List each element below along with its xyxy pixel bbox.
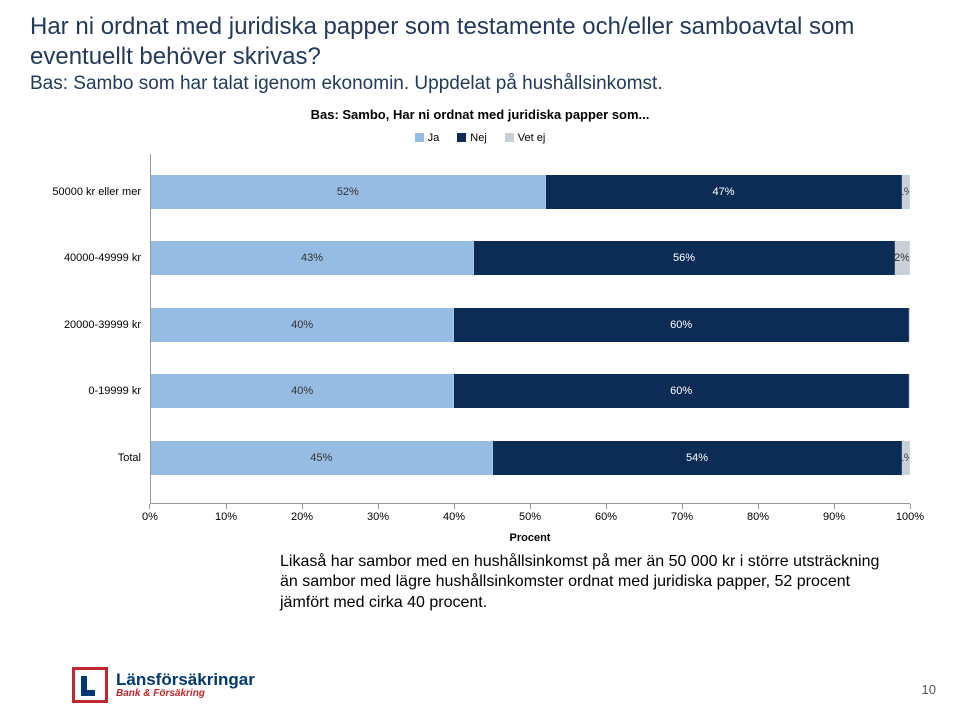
bar-segment: 60% bbox=[454, 308, 909, 342]
x-tick-label: 80% bbox=[747, 511, 769, 523]
chart-row: Total45%54%1% bbox=[151, 441, 910, 475]
page-number: 10 bbox=[922, 682, 936, 697]
legend-item: Ja bbox=[415, 132, 440, 144]
brand-logo: Länsförsäkringar Bank & Försäkring bbox=[72, 667, 255, 703]
legend-label: Nej bbox=[470, 132, 487, 144]
chart-plot: 50000 kr eller mer52%47%1% 40000-49999 kr… bbox=[150, 154, 910, 504]
logo-sub-text: Bank & Försäkring bbox=[116, 689, 255, 700]
x-tick: 20% bbox=[291, 504, 313, 523]
legend-item: Vet ej bbox=[505, 132, 546, 144]
x-tick: 40% bbox=[443, 504, 465, 523]
category-label: 50000 kr eller mer bbox=[36, 175, 146, 209]
bar-segment: 56% bbox=[474, 241, 895, 275]
chart-row: 50000 kr eller mer52%47%1% bbox=[151, 175, 910, 209]
legend-label: Vet ej bbox=[518, 132, 546, 144]
x-tick-label: 30% bbox=[367, 511, 389, 523]
x-tick-label: 10% bbox=[215, 511, 237, 523]
x-tick-label: 50% bbox=[519, 511, 541, 523]
x-tick: 60% bbox=[595, 504, 617, 523]
category-label: 0-19999 kr bbox=[36, 374, 146, 408]
chart-row: 0-19999 kr40%60%0% bbox=[151, 374, 910, 408]
bar-segment: 54% bbox=[493, 441, 903, 475]
chart-heading: Bas: Sambo, Har ni ordnat med juridiska … bbox=[0, 107, 960, 122]
x-tick: 0% bbox=[142, 504, 158, 523]
x-tick-label: 90% bbox=[823, 511, 845, 523]
category-label: 20000-39999 kr bbox=[36, 308, 146, 342]
x-tick: 90% bbox=[823, 504, 845, 523]
logo-main-text: Länsförsäkringar bbox=[116, 671, 255, 689]
x-tick: 50% bbox=[519, 504, 541, 523]
chart-caption: Likaså har sambor med en hushållsinkomst… bbox=[280, 552, 900, 614]
bar-segment: 47% bbox=[546, 175, 903, 209]
x-tick-label: 0% bbox=[142, 511, 158, 523]
bar-segment: 0% bbox=[909, 374, 910, 408]
x-tick-label: 40% bbox=[443, 511, 465, 523]
logo-icon bbox=[72, 667, 108, 703]
bar-segment: 1% bbox=[902, 175, 910, 209]
bar-segment: 0% bbox=[909, 308, 910, 342]
bar-segment: 2% bbox=[895, 241, 910, 275]
logo-text: Länsförsäkringar Bank & Försäkring bbox=[116, 671, 255, 699]
category-label: 40000-49999 kr bbox=[36, 241, 146, 275]
x-axis-title: Procent bbox=[150, 532, 910, 544]
chart-row: 20000-39999 kr40%60%0% bbox=[151, 308, 910, 342]
chart-x-axis: Procent 0%10%20%30%40%50%60%70%80%90%100… bbox=[150, 504, 910, 544]
page-subtitle: Bas: Sambo som har talat igenom ekonomin… bbox=[0, 72, 960, 103]
x-tick: 10% bbox=[215, 504, 237, 523]
x-tick-label: 20% bbox=[291, 511, 313, 523]
chart-area: 50000 kr eller mer52%47%1% 40000-49999 kr… bbox=[40, 154, 920, 544]
bar-segment: 52% bbox=[151, 175, 546, 209]
bar-segment: 45% bbox=[151, 441, 493, 475]
bar-segment: 40% bbox=[151, 374, 454, 408]
chart-row: 40000-49999 kr43%56%2% bbox=[151, 241, 910, 275]
chart-legend: Ja Nej Vet ej bbox=[0, 132, 960, 144]
bar-segment: 60% bbox=[454, 374, 909, 408]
x-tick-label: 100% bbox=[896, 511, 924, 523]
legend-item: Nej bbox=[457, 132, 487, 144]
x-tick-label: 60% bbox=[595, 511, 617, 523]
bar-segment: 40% bbox=[151, 308, 454, 342]
category-label: Total bbox=[36, 441, 146, 475]
x-tick-label: 70% bbox=[671, 511, 693, 523]
legend-swatch bbox=[505, 133, 514, 142]
bar-segment: 43% bbox=[151, 241, 474, 275]
page-title: Har ni ordnat med juridiska papper som t… bbox=[0, 0, 960, 72]
x-tick: 30% bbox=[367, 504, 389, 523]
x-tick: 100% bbox=[896, 504, 924, 523]
legend-label: Ja bbox=[428, 132, 440, 144]
bar-segment: 1% bbox=[902, 441, 910, 475]
legend-swatch bbox=[457, 133, 466, 142]
x-tick: 70% bbox=[671, 504, 693, 523]
legend-swatch bbox=[415, 133, 424, 142]
x-tick: 80% bbox=[747, 504, 769, 523]
